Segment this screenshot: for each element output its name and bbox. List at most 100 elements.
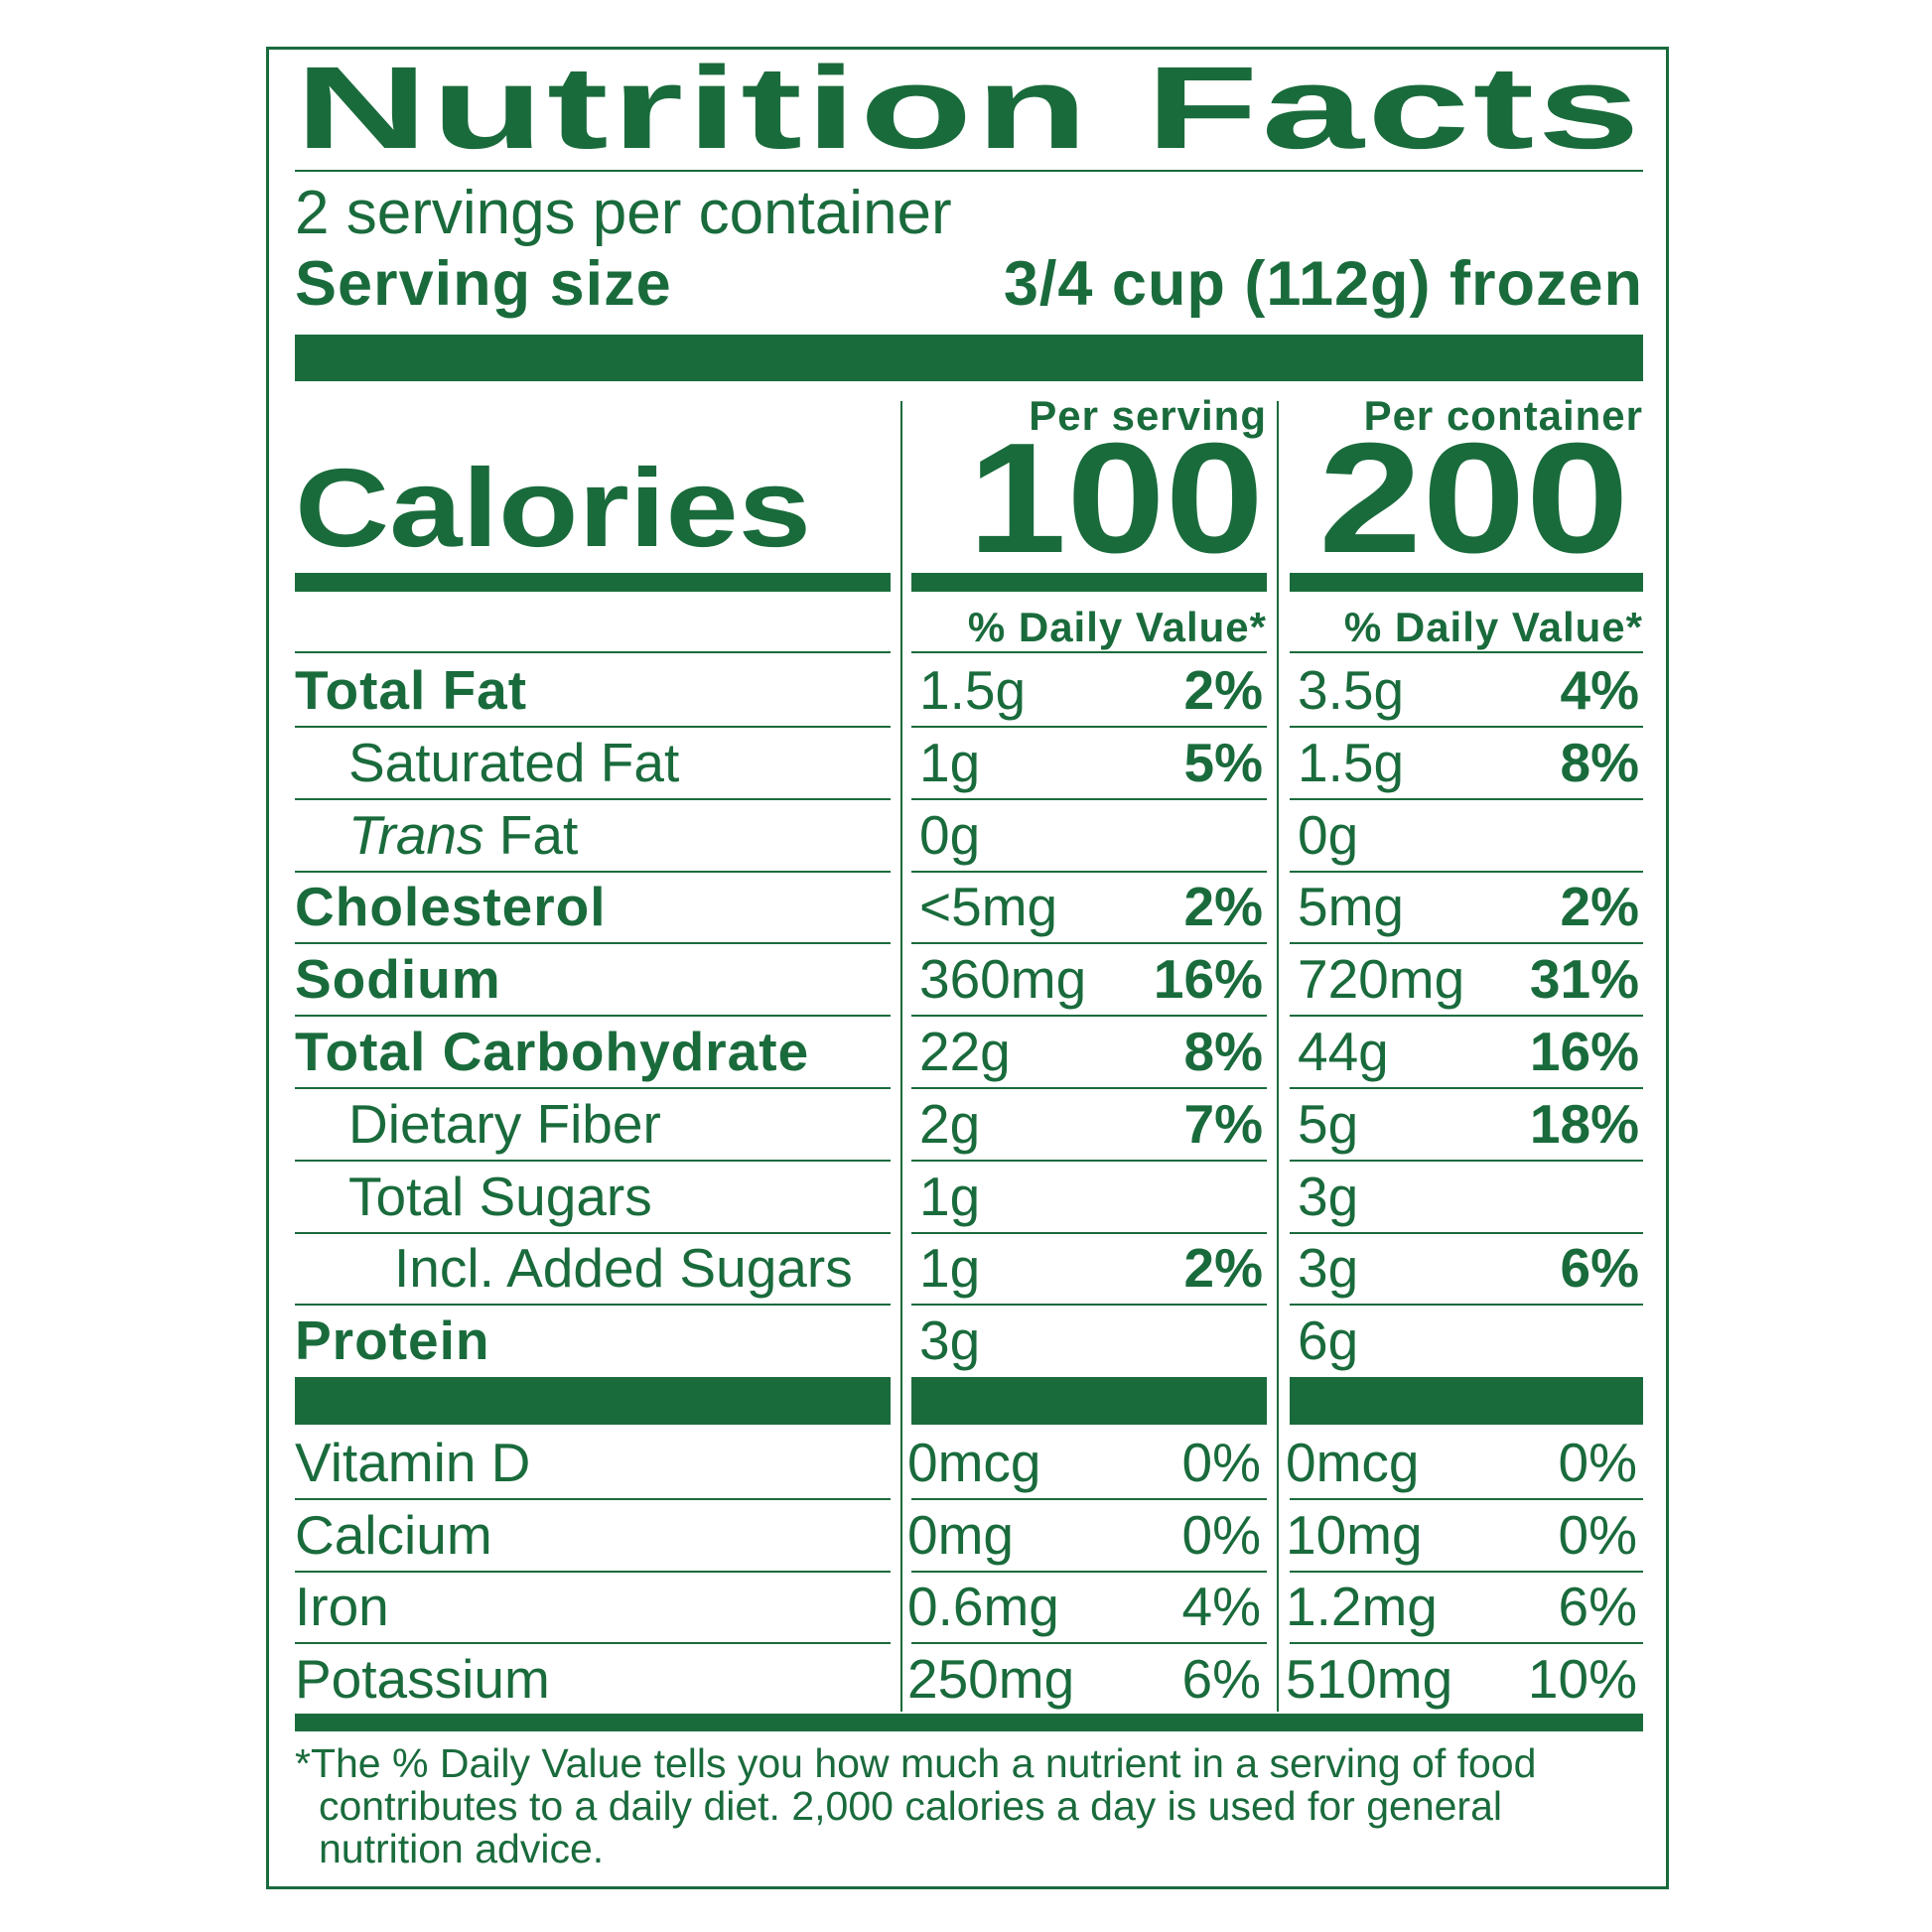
per-container-label: Per container (1363, 392, 1643, 439)
row-divider (1290, 870, 1643, 873)
nutrient-name: Trans Fat (295, 807, 578, 871)
row-divider (911, 1159, 1267, 1162)
nutrient-name-text: Iron (295, 1576, 389, 1637)
row-divider (911, 870, 1267, 873)
row-divider (911, 726, 1267, 728)
container-daily-value: 8% (1560, 731, 1640, 793)
serving-daily-value: 5% (1183, 731, 1264, 793)
nutrient-name: Total Fat (295, 663, 527, 726)
row-divider (295, 942, 891, 945)
serving-cell: 22g 8% (919, 1016, 1263, 1087)
nutrient-name: Total Carbohydrate (295, 1025, 809, 1087)
row-divider (295, 1087, 891, 1089)
container-amount: 3.5g (1298, 659, 1405, 721)
serving-cell: 0.6mg 4% (907, 1571, 1261, 1642)
nutrient-name-cell: Vitamin D (295, 1427, 891, 1498)
row-divider (911, 1304, 1267, 1307)
nutrient-name-cell: Trans Fat (295, 799, 891, 871)
row-divider (911, 1015, 1267, 1018)
bottom-divider (295, 1714, 1643, 1731)
row-divider (1290, 1304, 1643, 1307)
calories-divider (295, 573, 891, 592)
row-divider (1290, 651, 1643, 653)
nutrient-name-cell: Total Sugars (295, 1161, 891, 1232)
row-divider (1290, 726, 1643, 728)
nutrient-name-text: Calcium (295, 1503, 492, 1566)
serving-daily-value: 8% (1183, 1021, 1264, 1082)
nutrient-name-text: Total Sugars (348, 1165, 652, 1227)
container-cell: 3g (1298, 1161, 1639, 1232)
serving-amount: 1g (919, 731, 981, 793)
serving-amount: 0mg (907, 1503, 1014, 1566)
row-divider (1290, 1159, 1643, 1162)
calories-label: Calories (295, 446, 811, 570)
nutrient-name: Iron (295, 1580, 389, 1642)
serving-amount: <5mg (919, 876, 1058, 938)
container-amount: 3g (1298, 1237, 1359, 1300)
row-divider (911, 1087, 1267, 1089)
nutrient-name: Total Sugars (295, 1169, 652, 1232)
serving-cell: 2g 7% (919, 1088, 1263, 1160)
row-divider (295, 1015, 891, 1018)
serving-amount: 1g (919, 1237, 981, 1300)
container-cell: 510mg 10% (1286, 1643, 1637, 1715)
nutrient-name-cell: Sodium (295, 943, 891, 1015)
container-cell: 1.5g 8% (1298, 727, 1639, 798)
nutrient-name: Vitamin D (295, 1436, 530, 1498)
title-wrap: Nutrition Facts (295, 43, 1643, 174)
serving-daily-value: 2% (1183, 1237, 1264, 1300)
nutrient-name-cell: Calcium (295, 1499, 891, 1571)
serving-cell: 360mg 16% (919, 943, 1263, 1015)
container-cell: 6g (1298, 1305, 1639, 1376)
serving-amount: 250mg (907, 1647, 1075, 1710)
container-daily-value: 2% (1560, 876, 1640, 938)
serving-cell: 1g 2% (919, 1232, 1263, 1304)
row-divider (911, 651, 1267, 653)
nutrient-name: Incl. Added Sugars (295, 1241, 853, 1304)
row-divider (911, 1498, 1267, 1500)
container-amount: 1.2mg (1286, 1576, 1438, 1637)
row-divider (1290, 1570, 1643, 1573)
row-divider (295, 1231, 891, 1234)
nutrient-name-cell: Protein (295, 1305, 891, 1376)
nutrient-name-cell: Iron (295, 1571, 891, 1642)
nutrient-name-text: Saturated Fat (348, 731, 680, 793)
serving-cell: 250mg 6% (907, 1643, 1261, 1715)
nutrient-name: Cholesterol (295, 880, 607, 942)
container-daily-value: 16% (1529, 1021, 1639, 1082)
container-cell: 3.5g 4% (1298, 654, 1639, 726)
row-divider (1290, 1498, 1643, 1500)
title: Nutrition Facts (295, 43, 1643, 174)
container-amount: 0g (1298, 803, 1359, 866)
row-divider (1290, 1642, 1643, 1644)
daily-value-header-container: % Daily Value* (1343, 604, 1643, 650)
serving-amount: 360mg (919, 948, 1087, 1011)
row-divider (911, 1642, 1267, 1644)
calories-divider (911, 573, 1267, 592)
footnote-line: nutrition advice. (319, 1826, 605, 1871)
nutrient-name: Dietary Fiber (295, 1096, 661, 1160)
container-daily-value: 0% (1558, 1503, 1638, 1566)
daily-value-header-serving: % Daily Value* (967, 604, 1267, 650)
serving-cell: 3g (919, 1305, 1263, 1376)
calories-divider (1290, 573, 1643, 592)
row-divider (295, 726, 891, 728)
container-amount: 1.5g (1298, 731, 1405, 793)
container-daily-value: 4% (1560, 659, 1640, 721)
nutrient-name: Protein (295, 1313, 489, 1376)
serving-amount: 22g (919, 1021, 1011, 1082)
row-divider (295, 1642, 891, 1644)
serving-daily-value: 2% (1183, 876, 1264, 938)
serving-size-label: Serving size (295, 249, 672, 319)
nutrient-name-text: Potassium (295, 1647, 550, 1710)
container-cell: 5mg 2% (1298, 871, 1639, 942)
container-cell: 0g (1298, 799, 1639, 871)
serving-amount: 0mcg (907, 1432, 1041, 1493)
nutrient-name: Sodium (295, 952, 501, 1015)
per-serving-label: Per serving (1029, 392, 1267, 439)
servings-per-container: 2 servings per container (295, 179, 952, 247)
calories-per-serving-wrap: 100 (968, 420, 1266, 577)
row-divider (911, 1231, 1267, 1234)
container-daily-value: 6% (1558, 1576, 1638, 1637)
container-cell: 1.2mg 6% (1286, 1571, 1637, 1642)
